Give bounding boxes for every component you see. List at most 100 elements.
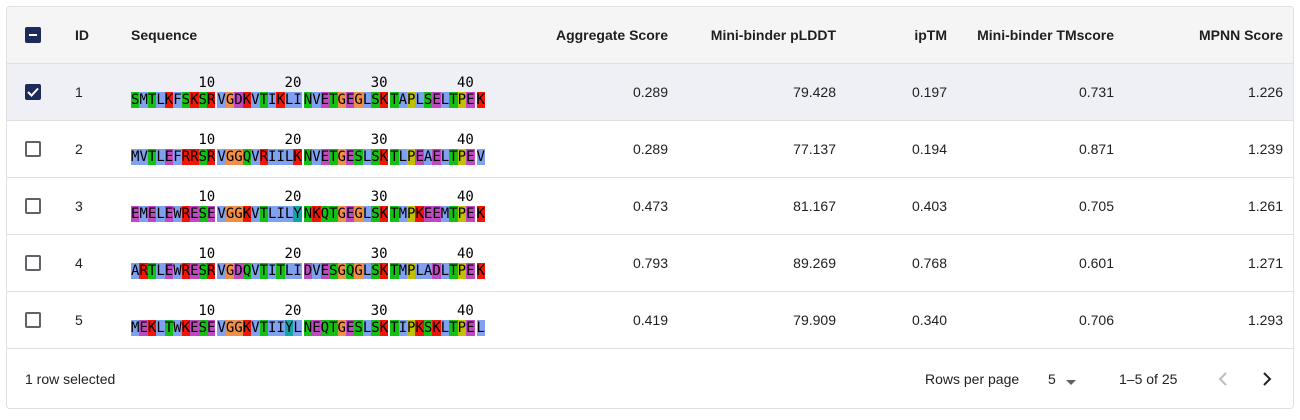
residue: W bbox=[173, 206, 182, 222]
column-header-aggregate-score[interactable]: Aggregate Score bbox=[555, 27, 668, 43]
residue: L bbox=[440, 263, 450, 279]
cell-sequence: 10 20 30 40 MVTLEFRRSR VGGQVRIILK NVETGESLSK TL… bbox=[131, 121, 501, 177]
residue: G bbox=[225, 263, 235, 279]
residue: D bbox=[234, 263, 243, 279]
sequence-tick: 40 bbox=[456, 246, 474, 262]
residue: L bbox=[362, 92, 372, 108]
residue: Q bbox=[242, 149, 252, 165]
sequence-tick: 40 bbox=[456, 132, 474, 148]
residue: K bbox=[312, 206, 321, 222]
checked-checkbox-icon bbox=[25, 84, 41, 100]
residue: I bbox=[276, 149, 285, 165]
residue: V bbox=[251, 149, 260, 165]
sequence-tick: 30 bbox=[370, 132, 388, 148]
residue: V bbox=[139, 149, 148, 165]
residue: E bbox=[432, 149, 441, 165]
table-row[interactable]: 2 10 20 30 40 MVTLEFRRSR VGGQVRIILK NVETGESLSK T… bbox=[7, 121, 1293, 178]
residue: F bbox=[173, 149, 182, 165]
residue: V bbox=[251, 320, 260, 336]
residue: L bbox=[362, 320, 372, 336]
column-header-tmscore[interactable]: Mini-binder TMscore bbox=[977, 27, 1114, 43]
residue: E bbox=[320, 92, 330, 108]
residue: I bbox=[293, 263, 302, 279]
residue: T bbox=[449, 263, 458, 279]
residue: K bbox=[476, 92, 485, 108]
residue: S bbox=[371, 92, 380, 108]
table-row[interactable]: 1 10 20 30 40 SMTLKFSKSR VGDKVTIKLI NVETGEGLSK T… bbox=[7, 64, 1293, 121]
sequence-viewer: 10 20 30 40 ARTLEWRESR VGDQVTITLI DVESGQGLSK TM… bbox=[131, 243, 501, 283]
residue: G bbox=[234, 206, 243, 222]
residue: E bbox=[466, 263, 475, 279]
residue: V bbox=[312, 263, 321, 279]
column-header-iptm[interactable]: ipTM bbox=[914, 27, 947, 43]
row-checkbox[interactable] bbox=[25, 235, 45, 291]
sequence-tick: 30 bbox=[370, 189, 388, 205]
residue: M bbox=[398, 263, 407, 279]
row-checkbox[interactable] bbox=[25, 292, 45, 348]
residue: N bbox=[303, 92, 313, 108]
column-header-mpnn-score[interactable]: MPNN Score bbox=[1198, 27, 1283, 43]
table-row[interactable]: 4 10 20 30 40 ARTLEWRESR VGDQVTITLI DVESGQGLSK T… bbox=[7, 235, 1293, 292]
column-header-sequence[interactable]: Sequence bbox=[131, 27, 198, 43]
residue: I bbox=[268, 263, 277, 279]
residue: L bbox=[156, 206, 165, 222]
residue: E bbox=[320, 263, 330, 279]
chevron-left-icon[interactable] bbox=[1211, 369, 1235, 389]
residue: T bbox=[164, 320, 174, 336]
sequence-tick: 40 bbox=[456, 75, 474, 91]
residue: Q bbox=[320, 320, 330, 336]
residue: G bbox=[337, 92, 346, 108]
cell-aggregate-score: 0.793 bbox=[632, 255, 668, 271]
rows-per-page-select[interactable]: 5 bbox=[1048, 371, 1056, 387]
table-row[interactable]: 3 10 20 30 40 EMELEWRESE VGGKVTLILY NKQTGEGLSK T… bbox=[7, 178, 1293, 235]
residue: M bbox=[131, 320, 140, 336]
residue: T bbox=[329, 320, 338, 336]
residue: E bbox=[320, 149, 330, 165]
residue: T bbox=[147, 92, 157, 108]
residue: E bbox=[147, 206, 157, 222]
row-checkbox[interactable] bbox=[25, 64, 45, 120]
residue: M bbox=[398, 206, 407, 222]
cell-mpnn-score: 1.226 bbox=[1247, 84, 1283, 100]
residue: G bbox=[337, 320, 346, 336]
residue: S bbox=[354, 320, 363, 336]
residue: K bbox=[181, 320, 191, 336]
residue: G bbox=[354, 206, 363, 222]
cell-plddt: 79.428 bbox=[793, 84, 836, 100]
residue: S bbox=[198, 92, 207, 108]
residue: R bbox=[206, 149, 216, 165]
residue: Q bbox=[345, 263, 355, 279]
residue: S bbox=[198, 263, 207, 279]
caret-down-icon[interactable] bbox=[1065, 374, 1077, 390]
sequence-tick: 10 bbox=[198, 303, 216, 319]
residue: G bbox=[225, 206, 235, 222]
cell-aggregate-score: 0.419 bbox=[632, 312, 668, 328]
residue: K bbox=[242, 320, 252, 336]
residue: I bbox=[268, 320, 277, 336]
residue: E bbox=[312, 320, 321, 336]
select-all-checkbox[interactable] bbox=[25, 7, 45, 63]
column-header-id[interactable]: ID bbox=[75, 27, 89, 43]
table-row[interactable]: 5 10 20 30 40 MEKLTWKESE VGGKVTIIYL NEQTGESLSK T… bbox=[7, 292, 1293, 349]
residue: E bbox=[139, 320, 148, 336]
cell-plddt: 79.909 bbox=[793, 312, 836, 328]
residue: L bbox=[293, 320, 302, 336]
residue: I bbox=[276, 320, 285, 336]
column-header-plddt[interactable]: Mini-binder pLDDT bbox=[710, 27, 836, 43]
residue: E bbox=[423, 206, 433, 222]
residue: N bbox=[303, 206, 313, 222]
residue: P bbox=[457, 263, 467, 279]
residue: S bbox=[198, 320, 207, 336]
cell-aggregate-score: 0.289 bbox=[632, 84, 668, 100]
residue: L bbox=[440, 149, 450, 165]
chevron-right-icon[interactable] bbox=[1255, 369, 1279, 389]
row-checkbox[interactable] bbox=[25, 121, 45, 177]
residue: V bbox=[476, 149, 485, 165]
cell-mpnn-score: 1.261 bbox=[1247, 198, 1283, 214]
residue: T bbox=[390, 320, 399, 336]
residue: K bbox=[379, 263, 389, 279]
row-checkbox[interactable] bbox=[25, 178, 45, 234]
rows-per-page-label: Rows per page bbox=[925, 371, 1020, 387]
residue: E bbox=[164, 206, 174, 222]
residue: G bbox=[234, 320, 243, 336]
